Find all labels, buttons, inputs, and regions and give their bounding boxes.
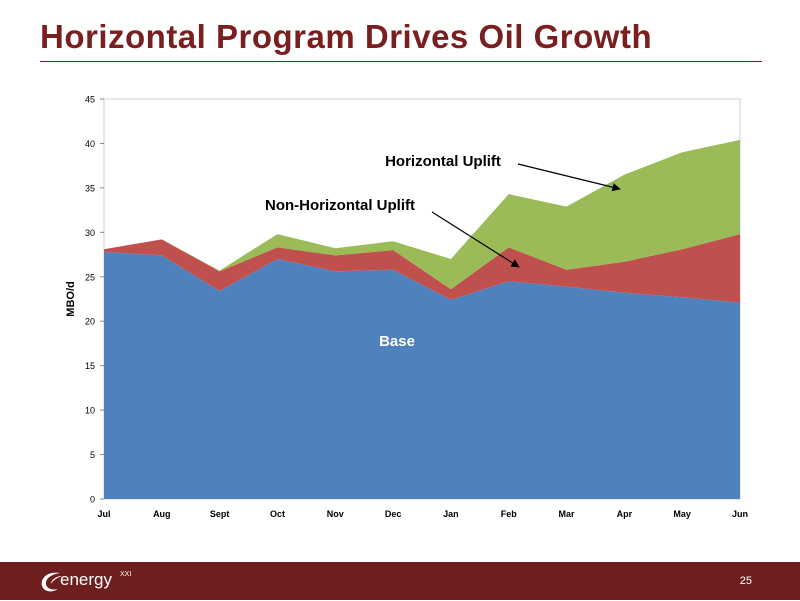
area-series-2: [104, 139, 740, 290]
y-tick-label: 0: [90, 495, 95, 505]
y-tick-label: 45: [85, 95, 95, 105]
y-tick-label: 5: [90, 450, 95, 460]
area-series-1: [104, 234, 740, 303]
logo-text: energy: [60, 570, 112, 589]
annotation-horizontal-uplift: Horizontal Uplift: [385, 153, 501, 170]
x-tick-label: Oct: [270, 509, 285, 519]
stacked-area-chart: 0 5 10 15 20 25 30 35 40 45 Jul Aug Sept Oct Nov Dec Jan…: [65, 95, 748, 520]
annotation-arrow: [517, 163, 621, 192]
axes-group: 0 5 10 15 20 25 30 35 40 45 Jul Aug Sept Oct Nov Dec Jan…: [65, 95, 748, 520]
y-tick-label: 30: [85, 228, 95, 238]
annotation-base: Base: [379, 333, 415, 350]
y-tick-label: 10: [85, 406, 95, 416]
company-logo: energy XXI: [38, 568, 158, 596]
y-axis-title: MBO/d: [65, 281, 77, 316]
x-tick-label: Feb: [501, 509, 518, 519]
logo-superscript: XXI: [120, 571, 132, 578]
annotation-non-horizontal-uplift: Non-Horizontal Uplift: [265, 197, 415, 214]
y-tick-label: 25: [85, 272, 95, 282]
x-tick-label: Mar: [559, 509, 576, 519]
x-tick-label: Apr: [617, 509, 633, 519]
x-tick-label: May: [673, 509, 691, 519]
x-tick-label: Nov: [327, 509, 344, 519]
y-tick-label: 15: [85, 361, 95, 371]
x-tick-label: Jan: [443, 509, 459, 519]
x-tick-label: Jul: [97, 509, 110, 519]
area-series-group: [104, 139, 740, 499]
y-tick-label: 20: [85, 317, 95, 327]
slide-title: Horizontal Program Drives Oil Growth: [40, 18, 653, 55]
x-tick-label: Sept: [210, 509, 230, 519]
y-tick-label: 40: [85, 139, 95, 149]
annotations-group: Horizontal Uplift Non-Horizontal Uplift Ba…: [265, 153, 621, 350]
swoosh-icon: [41, 572, 62, 592]
x-tick-label: Dec: [385, 509, 402, 519]
x-tick-label: Jun: [732, 509, 748, 519]
page-number: 25: [739, 575, 752, 587]
annotation-arrow: [431, 211, 520, 268]
x-tick-label: Aug: [153, 509, 171, 519]
title-divider: [40, 61, 762, 62]
area-series-0: [104, 251, 740, 499]
y-tick-label: 35: [85, 183, 95, 193]
footer-bar: energy XXI 25: [0, 562, 800, 600]
